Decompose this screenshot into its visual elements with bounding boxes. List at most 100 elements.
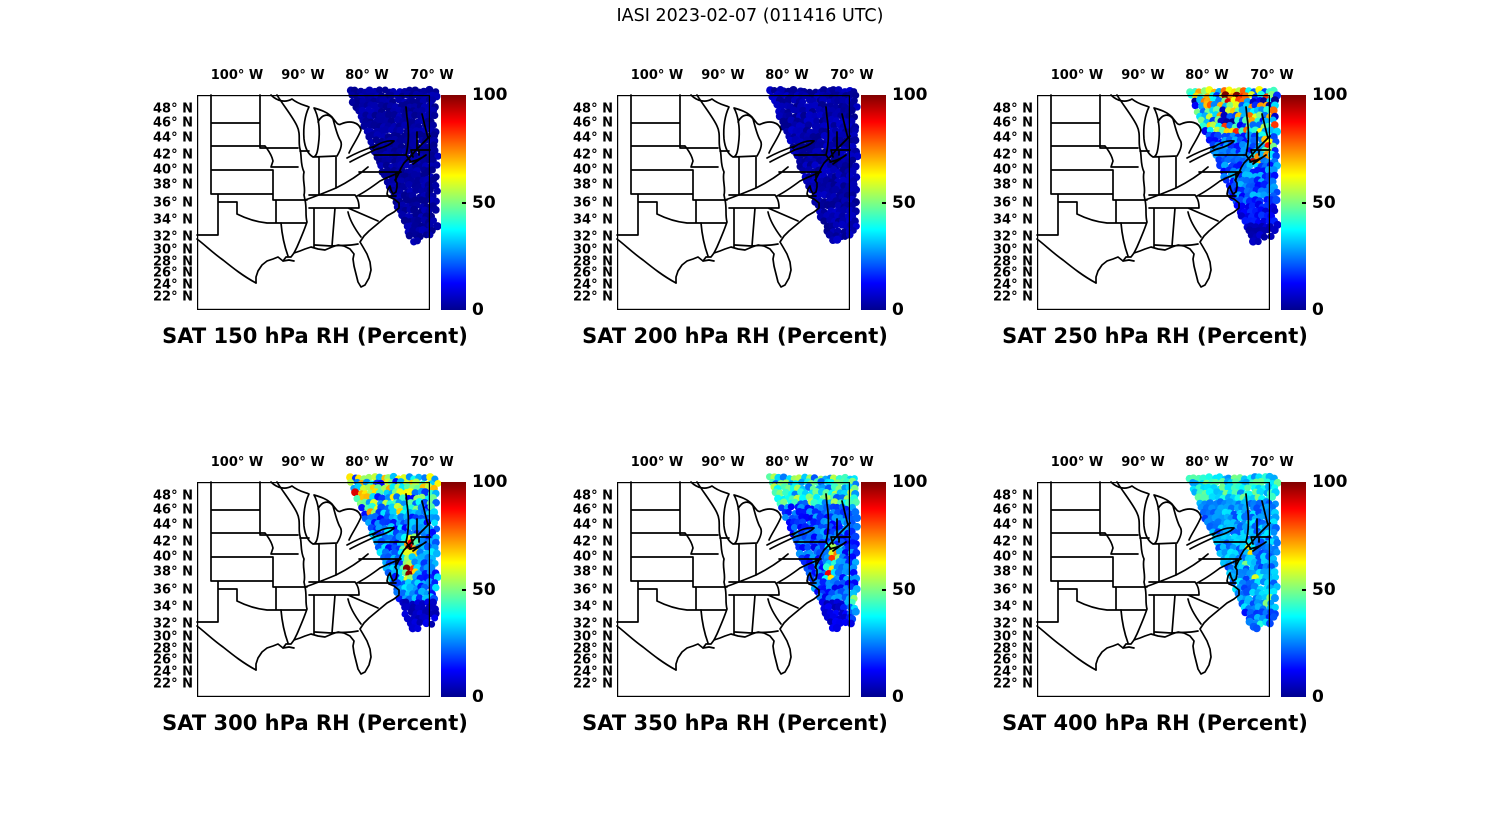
colorbar-tick-mark bbox=[882, 201, 886, 204]
colorbar bbox=[861, 482, 886, 697]
y-tick-label: 34° N bbox=[153, 212, 193, 228]
x-tick-label: 100° W bbox=[630, 68, 684, 83]
us-states-map bbox=[1036, 481, 1271, 698]
y-tick-label: 42° N bbox=[993, 147, 1033, 163]
y-tick-label: 44° N bbox=[573, 130, 613, 146]
y-tick-label: 38° N bbox=[993, 177, 1033, 193]
y-tick-label: 42° N bbox=[153, 147, 193, 163]
y-tick-label: 48° N bbox=[153, 488, 193, 504]
y-tick-label: 40° N bbox=[153, 162, 193, 178]
y-tick-label: 42° N bbox=[153, 534, 193, 550]
y-tick-label: 22° N bbox=[573, 289, 613, 305]
y-tick-label: 28° N bbox=[153, 641, 193, 657]
y-tick-label: 34° N bbox=[993, 212, 1033, 228]
y-tick-label: 40° N bbox=[153, 549, 193, 565]
y-tick-label: 38° N bbox=[573, 177, 613, 193]
map-frame bbox=[197, 95, 431, 311]
colorbar-tick-label: 100 bbox=[892, 85, 928, 105]
map-area bbox=[605, 83, 869, 322]
x-tick-label: 70° W bbox=[1250, 455, 1294, 470]
y-tick-label: 48° N bbox=[153, 101, 193, 117]
us-states-map bbox=[616, 481, 851, 698]
y-tick-label: 32° N bbox=[153, 616, 193, 632]
y-tick-label: 24° N bbox=[153, 277, 193, 293]
colorbar-tick-label: 50 bbox=[472, 579, 496, 600]
map-area bbox=[1025, 83, 1289, 322]
x-tick-label: 100° W bbox=[210, 455, 264, 470]
y-tick-label: 48° N bbox=[993, 101, 1033, 117]
panel-sat-400hpa-rh: 100° W 90° W 80° W 70° W 48° N 46° N 44° N 42°… bbox=[980, 447, 1400, 782]
y-tick-label: 42° N bbox=[573, 147, 613, 163]
us-states-map bbox=[196, 481, 431, 698]
panel-sat-300hpa-rh: 100° W 90° W 80° W 70° W 48° N 46° N 44° N 42°… bbox=[140, 447, 560, 782]
colorbar-tick-label: 50 bbox=[892, 192, 916, 213]
y-tick-label: 32° N bbox=[573, 616, 613, 632]
x-tick-label: 90° W bbox=[1121, 68, 1165, 83]
y-tick-label: 26° N bbox=[993, 652, 1033, 668]
panel-title: SAT 250 hPa RH (Percent) bbox=[1002, 324, 1308, 348]
colorbar-tick-label: 0 bbox=[892, 687, 904, 707]
panel-title: SAT 350 hPa RH (Percent) bbox=[582, 711, 888, 735]
y-tick-label: 34° N bbox=[573, 599, 613, 615]
y-tick-label: 46° N bbox=[993, 502, 1033, 518]
y-tick-label: 30° N bbox=[573, 242, 613, 258]
panel-sat-350hpa-rh: 100° W 90° W 80° W 70° W 48° N 46° N 44° N 42°… bbox=[560, 447, 980, 782]
map-area bbox=[605, 470, 869, 709]
x-tick-label: 100° W bbox=[630, 455, 684, 470]
colorbar-tick-mark bbox=[1302, 201, 1306, 204]
y-tick-label: 38° N bbox=[993, 564, 1033, 580]
y-tick-label: 24° N bbox=[573, 664, 613, 680]
x-tick-label: 80° W bbox=[1185, 455, 1229, 470]
y-tick-label: 46° N bbox=[573, 115, 613, 131]
y-tick-label: 42° N bbox=[573, 534, 613, 550]
colorbar-tick-label: 50 bbox=[1312, 192, 1336, 213]
y-tick-label: 34° N bbox=[153, 599, 193, 615]
y-tick-label: 30° N bbox=[573, 629, 613, 645]
us-states-map bbox=[616, 94, 851, 311]
y-tick-label: 26° N bbox=[573, 652, 613, 668]
colorbar-tick-label: 50 bbox=[892, 579, 916, 600]
y-tick-label: 36° N bbox=[573, 582, 613, 598]
y-tick-label: 32° N bbox=[153, 229, 193, 245]
y-tick-label: 46° N bbox=[153, 115, 193, 131]
x-tick-label: 70° W bbox=[830, 455, 874, 470]
us-states-map bbox=[1036, 94, 1271, 311]
x-tick-label: 100° W bbox=[1050, 68, 1104, 83]
y-tick-label: 36° N bbox=[153, 582, 193, 598]
longitude-axis: 100° W 90° W 80° W 70° W bbox=[617, 455, 874, 473]
y-tick-label: 22° N bbox=[993, 289, 1033, 305]
x-tick-label: 80° W bbox=[765, 455, 809, 470]
panel-title: SAT 150 hPa RH (Percent) bbox=[162, 324, 468, 348]
y-tick-label: 24° N bbox=[993, 277, 1033, 293]
x-tick-label: 90° W bbox=[281, 455, 325, 470]
colorbar-tick-label: 100 bbox=[892, 472, 928, 492]
y-tick-label: 28° N bbox=[993, 254, 1033, 270]
x-tick-label: 100° W bbox=[210, 68, 264, 83]
latitude-axis: 48° N 46° N 44° N 42° N 40° N 38° N 36° N 34° N… bbox=[560, 482, 613, 697]
colorbar-tick-label: 0 bbox=[892, 300, 904, 320]
y-tick-label: 28° N bbox=[153, 254, 193, 270]
colorbar-tick-label: 100 bbox=[1312, 472, 1348, 492]
map-area bbox=[185, 83, 449, 322]
map-area bbox=[1025, 470, 1289, 709]
latitude-axis: 48° N 46° N 44° N 42° N 40° N 38° N 36° N 34° N… bbox=[140, 482, 193, 697]
y-tick-label: 32° N bbox=[993, 229, 1033, 245]
y-tick-label: 44° N bbox=[153, 517, 193, 533]
y-tick-label: 38° N bbox=[153, 564, 193, 580]
y-tick-label: 48° N bbox=[573, 488, 613, 504]
latitude-axis: 48° N 46° N 44° N 42° N 40° N 38° N 36° N 34° N… bbox=[140, 95, 193, 310]
colorbar-tick-mark bbox=[462, 201, 466, 204]
figure-title: IASI 2023-02-07 (011416 UTC) bbox=[616, 6, 884, 26]
y-tick-label: 28° N bbox=[573, 254, 613, 270]
y-tick-label: 32° N bbox=[993, 616, 1033, 632]
y-tick-label: 32° N bbox=[573, 229, 613, 245]
x-tick-label: 80° W bbox=[765, 68, 809, 83]
map-frame bbox=[617, 95, 851, 311]
colorbar-tick-label: 0 bbox=[1312, 687, 1324, 707]
y-tick-label: 44° N bbox=[153, 130, 193, 146]
y-tick-label: 40° N bbox=[573, 162, 613, 178]
longitude-axis: 100° W 90° W 80° W 70° W bbox=[1037, 68, 1294, 86]
x-tick-label: 80° W bbox=[345, 68, 389, 83]
colorbar-tick-label: 100 bbox=[472, 472, 508, 492]
colorbar-tick-label: 0 bbox=[472, 687, 484, 707]
